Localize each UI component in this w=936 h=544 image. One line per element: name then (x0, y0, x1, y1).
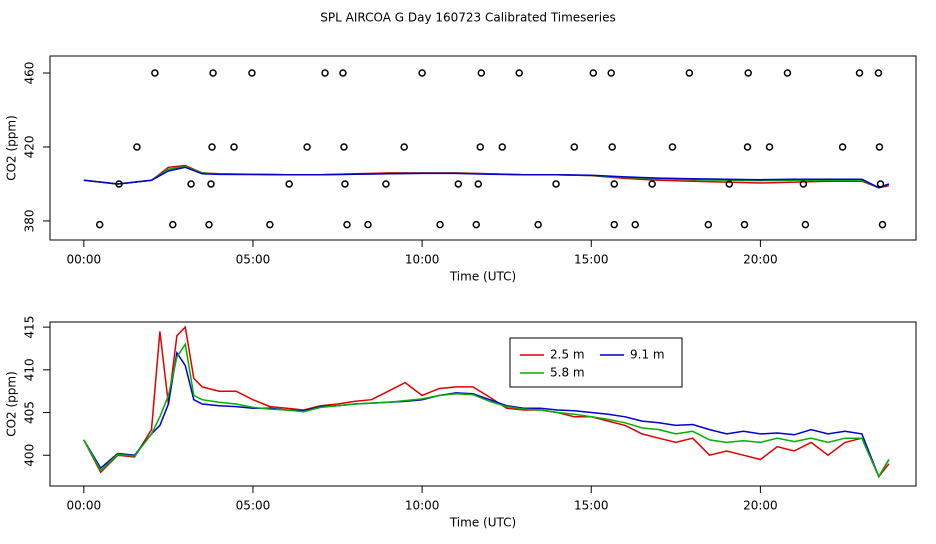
outlier-point (631, 220, 639, 229)
series-line (83, 164, 890, 189)
outlier-point (765, 143, 774, 151)
chart-title: SPL AIRCOA G Day 160723 Calibrated Times… (320, 11, 615, 25)
outlier-point (266, 220, 274, 229)
series-line (83, 350, 890, 479)
outlier-point (477, 69, 486, 77)
outlier-point (133, 143, 141, 151)
outlier-point (151, 69, 159, 77)
legend-label: 2.5 m (550, 348, 585, 362)
x-axis-label: Time (UTC) (449, 516, 516, 530)
outlier-point (534, 220, 542, 229)
outlier-point (838, 143, 847, 151)
outlier-point (874, 69, 883, 77)
plot-frame (49, 321, 917, 487)
x-tick-label: 15:00 (574, 253, 609, 267)
outlier-point (339, 69, 347, 77)
legend-label: 5.8 m (550, 366, 585, 380)
outlier-point (248, 69, 256, 77)
y-tick-label: 400 (23, 444, 37, 467)
series-line (83, 325, 890, 479)
outlier-point (472, 220, 480, 229)
outlier-point (205, 220, 213, 229)
outlier-point (607, 69, 615, 77)
outlier-point (875, 143, 884, 151)
outlier-point (341, 180, 349, 188)
outlier-point (209, 69, 217, 77)
outlier-point (230, 143, 238, 151)
outlier-point (610, 180, 619, 188)
outlier-point (552, 180, 560, 188)
outlier-point (476, 143, 485, 151)
y-tick-label: 410 (23, 358, 37, 381)
outlier-point (169, 220, 177, 229)
outlier-point (648, 180, 656, 188)
outlier-point (187, 180, 195, 188)
outlier-point (285, 180, 293, 188)
outlier-point (321, 69, 329, 77)
outlier-point (207, 180, 215, 188)
x-tick-label: 10:00 (405, 499, 440, 513)
outlier-point (515, 69, 523, 77)
series-line (83, 165, 890, 189)
y-tick-label: 415 (23, 316, 37, 339)
y-axis-label: CO2 (ppm) (5, 371, 19, 437)
y-tick-label: 405 (23, 401, 37, 424)
outlier-point (610, 220, 619, 229)
outlier-point (343, 220, 351, 229)
outlier-point (436, 220, 444, 229)
outlier-point (876, 180, 885, 188)
legend-box (509, 337, 683, 388)
outlier-point (382, 180, 390, 188)
outlier-point (208, 143, 216, 151)
outlier-point (340, 143, 348, 151)
x-tick-label: 05:00 (236, 253, 271, 267)
outlier-point (668, 143, 677, 151)
outlier-point (783, 69, 792, 77)
outlier-point (743, 143, 752, 151)
outlier-point (855, 69, 864, 77)
outlier-point (725, 180, 734, 188)
x-tick-label: 20:00 (743, 499, 778, 513)
outlier-point (454, 180, 463, 188)
series-line (83, 166, 890, 189)
outlier-point (570, 143, 579, 151)
x-tick-label: 10:00 (405, 253, 440, 267)
x-tick-label: 20:00 (743, 253, 778, 267)
outlier-point (115, 180, 123, 188)
x-tick-label: 15:00 (574, 499, 609, 513)
outlier-point (704, 220, 713, 229)
outlier-point (799, 180, 808, 188)
plot-frame (49, 55, 917, 241)
outlier-point (364, 220, 372, 229)
outlier-point (740, 220, 749, 229)
outlier-point (878, 220, 887, 229)
outlier-point (303, 143, 311, 151)
outlier-point (400, 143, 408, 151)
y-tick-label: 380 (23, 209, 37, 232)
x-axis-label: Time (UTC) (449, 270, 516, 284)
outlier-point (95, 220, 104, 229)
outlier-point (744, 69, 752, 77)
series-line (83, 342, 890, 479)
y-tick-label: 460 (23, 62, 37, 85)
outlier-point (418, 69, 426, 77)
outlier-point (608, 143, 616, 151)
x-tick-label: 05:00 (236, 499, 271, 513)
legend-label: 9.1 m (630, 348, 665, 362)
outlier-point (589, 69, 598, 77)
y-tick-label: 420 (23, 136, 37, 159)
outlier-point (474, 180, 483, 188)
y-axis-label: CO2 (ppm) (5, 115, 19, 181)
x-tick-label: 00:00 (67, 253, 102, 267)
legend: 2.5 m 9.1 m 5.8 m (509, 337, 683, 388)
outlier-point (498, 143, 507, 151)
x-tick-label: 00:00 (67, 499, 102, 513)
outlier-point (801, 220, 810, 229)
outlier-point (685, 69, 694, 77)
